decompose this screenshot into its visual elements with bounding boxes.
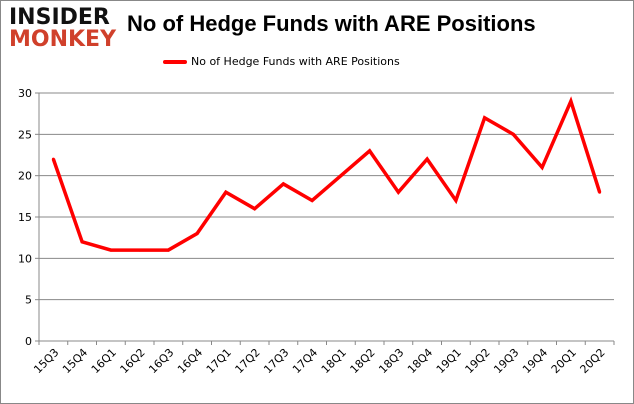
x-tick-label: 18Q4 [405,346,435,376]
data-point [339,174,343,178]
legend-swatch [163,59,187,64]
x-tick-label: 20Q1 [549,346,579,376]
data-point [138,248,142,252]
data-point [454,198,458,202]
data-point [483,116,487,120]
x-tick-label: 19Q4 [520,346,550,376]
data-point [540,165,544,169]
x-tick-label: 18Q3 [376,346,406,376]
x-tick-label: 15Q3 [31,346,61,376]
data-point [425,157,429,161]
x-tick-label: 19Q2 [463,346,493,376]
x-tick-label: 19Q1 [434,346,464,376]
logo-line2: MONKEY [9,27,117,52]
x-tick-label: 16Q2 [118,346,148,376]
data-point [310,198,314,202]
y-tick-label: 10 [18,252,32,265]
insider-monkey-logo: INSIDER MONKEY [9,7,119,51]
x-tick-label: 16Q4 [175,346,205,376]
y-tick-label: 20 [18,170,32,183]
data-point [598,190,602,194]
series-line [51,96,602,252]
x-tick-label: 17Q2 [233,346,263,376]
x-tick-label: 16Q3 [146,346,176,376]
y-tick-label: 5 [25,294,32,307]
x-tick-label: 17Q1 [204,346,234,376]
data-point [109,248,113,252]
x-tick-label: 17Q3 [261,346,291,376]
data-point [224,190,228,194]
x-tick-label: 20Q2 [578,346,608,376]
y-tick-label: 25 [18,128,32,141]
y-tick-label: 30 [18,87,32,100]
data-point [195,232,199,236]
data-point [396,190,400,194]
x-tick-label: 17Q4 [290,346,320,376]
data-point [80,240,84,244]
data-point [569,99,573,103]
data-point [166,248,170,252]
data-point [511,132,515,136]
data-point [368,149,372,153]
logo-line1: INSIDER [9,5,110,30]
x-tick-label: 15Q4 [60,346,90,376]
legend-label: No of Hedge Funds with ARE Positions [191,55,400,68]
data-point [253,207,257,211]
legend: No of Hedge Funds with ARE Positions [163,55,400,68]
x-tick-label: 16Q1 [89,346,119,376]
data-point [281,182,285,186]
x-tick-label: 19Q3 [491,346,521,376]
y-tick-label: 0 [25,335,32,348]
x-tick-label: 18Q2 [348,346,378,376]
chart-title: No of Hedge Funds with ARE Positions [127,11,536,36]
y-tick-label: 15 [18,211,32,224]
x-tick-label: 18Q1 [319,346,349,376]
data-point [51,157,55,161]
